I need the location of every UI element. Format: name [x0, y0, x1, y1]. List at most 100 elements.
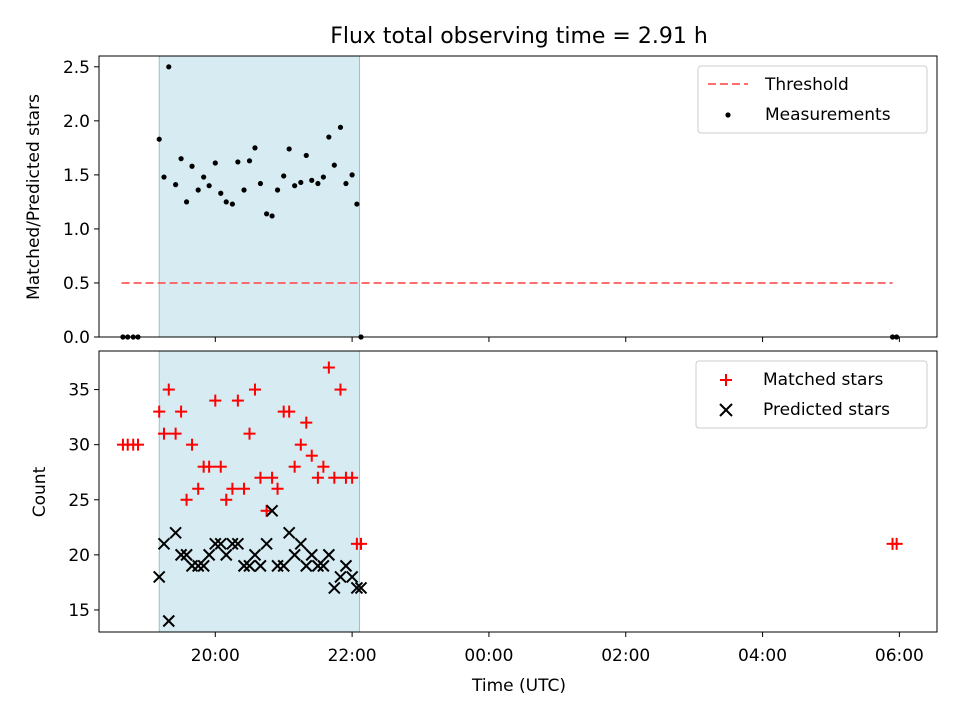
matched-star-point	[317, 460, 330, 473]
predicted-star-point	[339, 559, 353, 573]
measurement-point	[315, 180, 321, 187]
predicted-star-point	[197, 559, 210, 573]
measurement-point	[195, 187, 201, 193]
predicted-star-stroke	[162, 614, 175, 628]
y-tick-label: 20	[68, 546, 90, 566]
matched-star-point	[328, 471, 341, 484]
measurement-point	[349, 172, 355, 178]
matched-star-point	[231, 394, 244, 407]
predicted-star-stroke	[157, 537, 171, 551]
matched-star-point	[300, 416, 313, 429]
predicted-star-point	[237, 559, 251, 573]
matched-star-point	[294, 438, 307, 451]
measurement-point	[223, 199, 229, 205]
top-axes-frame	[98, 55, 938, 338]
legend-matched-label: Matched stars	[763, 370, 883, 390]
predicted-star-stroke	[339, 559, 353, 573]
predicted-star-point	[328, 581, 341, 595]
predicted-star-point	[169, 526, 182, 540]
predicted-star-stroke	[231, 537, 245, 551]
predicted-star-point	[231, 537, 245, 551]
bottom-panel: 15 20 25 30 35 20:00 22:00 00:00 02:00 04:00 06:0…	[30, 350, 938, 696]
top-x-ticks	[214, 337, 900, 342]
matched-star-points	[116, 361, 903, 550]
predicted-star-point	[209, 537, 222, 551]
predicted-star-point	[354, 581, 368, 595]
matched-star-point	[355, 537, 368, 550]
top-panel: 0.0 0.5 1.0 1.5 2.0 2.5 Matched/Predicted sta…	[24, 55, 938, 348]
predicted-star-stroke	[197, 559, 210, 573]
predicted-star-point	[220, 548, 233, 562]
y-tick-label: 2.0	[63, 112, 90, 132]
matched-star-point	[220, 493, 233, 506]
measurement-point	[161, 174, 167, 180]
matched-star-point	[271, 482, 284, 495]
predicted-star-point	[317, 559, 330, 573]
x-axis-label: Time (UTC)	[471, 676, 566, 696]
predicted-star-point	[248, 548, 262, 562]
bottom-x-ticks: 20:00 22:00 00:00 02:00 04:00 06:00	[191, 632, 924, 666]
measurement-point	[218, 190, 224, 196]
measurement-point	[331, 162, 337, 168]
predicted-star-point	[214, 537, 227, 551]
measurement-point	[229, 201, 235, 207]
predicted-star-stroke	[220, 548, 233, 562]
matched-star-point	[180, 493, 193, 506]
legend-measurements-label: Measurements	[765, 105, 891, 125]
measurement-point	[343, 180, 349, 187]
measurement-point	[201, 174, 207, 180]
measurement-point	[235, 159, 241, 165]
legend-predicted-swatch	[719, 403, 733, 417]
x-tick-label: 04:00	[738, 646, 787, 666]
measurement-point	[298, 179, 304, 186]
predicted-star-point	[191, 559, 205, 573]
bottom-y-axis-label: Count	[30, 466, 50, 517]
predicted-star-stroke	[265, 504, 279, 517]
predicted-star-stroke	[248, 548, 262, 562]
measurement-point	[292, 183, 298, 189]
predicted-star-points	[152, 504, 368, 628]
y-tick-label: 0.5	[63, 274, 90, 294]
predicted-star-stroke	[328, 581, 341, 595]
predicted-star-stroke	[243, 559, 256, 573]
y-tick-label: 1.5	[63, 166, 90, 186]
predicted-star-stroke	[202, 548, 216, 562]
measurement-point	[337, 124, 344, 130]
matched-star-point	[248, 383, 261, 396]
predicted-star-point	[322, 548, 336, 562]
bottom-shaded-interval	[158, 350, 361, 633]
y-tick-label: 30	[68, 436, 90, 456]
matched-star-point	[186, 438, 199, 451]
predicted-star-point	[157, 537, 171, 551]
predicted-star-stroke	[237, 559, 251, 573]
measurement-points	[120, 64, 900, 340]
predicted-star-point	[152, 570, 166, 584]
matched-star-point	[226, 482, 239, 495]
predicted-star-point	[300, 559, 313, 573]
predicted-star-stroke	[169, 526, 182, 540]
matched-star-point	[175, 405, 188, 418]
matched-star-point	[283, 405, 296, 418]
matched-star-point	[311, 471, 324, 484]
matched-star-point	[131, 438, 144, 451]
predicted-star-stroke	[322, 548, 336, 562]
top-y-ticks: 0.0 0.5 1.0 1.5 2.0 2.5	[63, 58, 99, 348]
measurement-point	[252, 145, 258, 151]
y-tick-label: 15	[68, 601, 90, 621]
matched-star-point	[238, 482, 251, 495]
measurement-point	[309, 177, 315, 183]
measurement-point	[286, 146, 292, 152]
predicted-star-stroke	[300, 559, 313, 573]
predicted-star-point	[180, 548, 193, 562]
predicted-star-stroke	[214, 537, 227, 551]
predicted-star-stroke	[254, 559, 267, 573]
measurement-point	[173, 182, 179, 188]
bottom-y-ticks: 15 20 25 30 35	[68, 381, 99, 621]
measurement-point	[156, 136, 162, 142]
predicted-star-stroke	[191, 559, 205, 573]
predicted-star-point	[288, 548, 301, 562]
measurement-point	[274, 187, 281, 193]
x-tick-label: 20:00	[191, 646, 240, 666]
y-tick-label: 2.5	[63, 58, 90, 78]
